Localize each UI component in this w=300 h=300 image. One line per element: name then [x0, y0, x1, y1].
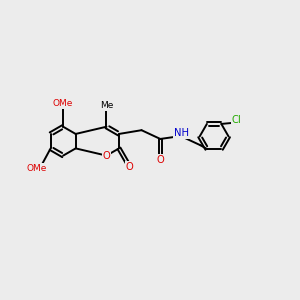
Text: Me: Me	[100, 101, 113, 110]
Text: OMe: OMe	[26, 164, 46, 173]
Text: OMe: OMe	[53, 100, 73, 109]
Text: O: O	[103, 151, 110, 160]
Text: Cl: Cl	[231, 115, 241, 125]
Text: NH: NH	[174, 128, 189, 138]
Text: O: O	[126, 162, 134, 172]
Text: O: O	[156, 155, 164, 165]
